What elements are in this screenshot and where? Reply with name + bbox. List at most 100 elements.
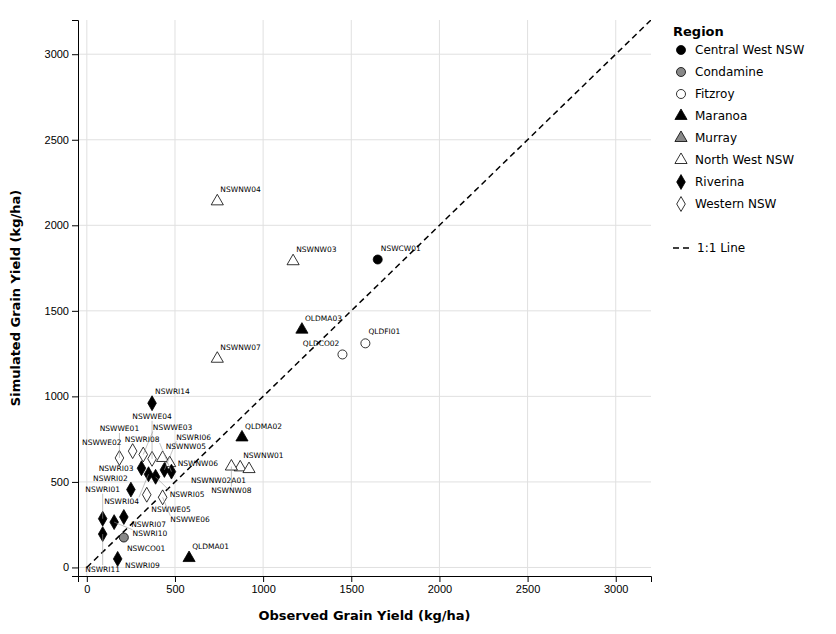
grid-line — [78, 310, 651, 311]
legend-symbol — [675, 109, 687, 120]
point — [373, 255, 382, 264]
tick: 2000 — [428, 576, 452, 595]
point — [148, 396, 157, 411]
grid-line — [78, 481, 651, 482]
point-label: NSWNW02A01 — [191, 476, 246, 485]
grid-line — [527, 20, 528, 576]
legend-item: Maranoa — [675, 109, 747, 123]
point — [128, 444, 137, 459]
tick-mark — [439, 576, 440, 582]
point-label: NSWRI14 — [155, 387, 190, 396]
point-label: NSWNW04 — [220, 185, 261, 194]
x-axis-title: Observed Grain Yield (kg/ha) — [258, 608, 470, 623]
point — [127, 482, 136, 497]
point — [211, 352, 223, 363]
tick: 2500 — [516, 576, 540, 595]
y-axis: 050010001500200025003000 — [45, 21, 79, 577]
legend-symbol — [677, 197, 686, 212]
point-label: NSWCO01 — [127, 544, 166, 553]
legend-symbol — [675, 153, 687, 164]
point-label: NSWRI11 — [85, 565, 120, 574]
legend-label: North West NSW — [695, 153, 794, 167]
x-axis: 0 500 1000 1500 2000 2500 3000 — [79, 576, 652, 595]
tick-mark — [87, 576, 88, 582]
label-leader — [156, 477, 170, 491]
y-axis-title: Simulated Grain Yield (kg/ha) — [8, 190, 23, 406]
legend-label: Central West NSW — [695, 43, 804, 57]
chart: 0500100015002000250030000500100015002000… — [0, 0, 836, 634]
legend-item: Condamine — [676, 65, 763, 79]
legend-label: Maranoa — [695, 109, 747, 123]
tick-mark — [528, 576, 529, 582]
tick-label: 1500 — [340, 583, 364, 595]
tick-label: 1000 — [251, 583, 275, 595]
tick: 2500 — [45, 134, 78, 146]
tick-label: 500 — [51, 476, 69, 488]
tick-label: 0 — [63, 561, 69, 573]
tick-label: 1500 — [45, 305, 69, 317]
point — [338, 350, 347, 359]
grid-line — [78, 567, 651, 568]
legend-label: Condamine — [695, 65, 763, 79]
tick: 1500 — [340, 576, 364, 595]
tick-mark — [72, 311, 78, 312]
point-label: NSWNW07 — [220, 343, 261, 352]
legend-item: Murray — [675, 131, 737, 145]
tick-mark — [175, 576, 176, 582]
tick: 3000 — [604, 576, 628, 595]
point-label: NSWRI09 — [125, 561, 160, 570]
tick-mark — [72, 140, 78, 141]
tick: 0 — [84, 576, 90, 595]
legend-item: Western NSW — [677, 197, 777, 212]
grid-line — [263, 20, 264, 576]
point-label: QLDCO02 — [303, 339, 340, 348]
grid — [78, 20, 651, 576]
legend-symbol — [676, 67, 685, 76]
point-label: NSWRI01 — [85, 485, 120, 494]
point-label: NSWRI04 — [104, 497, 139, 506]
point-label: NSWNW08 — [211, 486, 252, 495]
point-labels: NSWCW01NSWCO01QLDFI01QLDCO02OLDMA03QLDMA… — [82, 185, 421, 573]
legend-item: North West NSW — [675, 153, 794, 167]
tick-label: 3000 — [604, 583, 628, 595]
tick-label: 3000 — [45, 48, 69, 60]
tick: 3000 — [45, 48, 78, 60]
point-label: NSWRI07 — [131, 520, 166, 529]
legend: RegionCentral West NSWCondamineFitzroyMa… — [673, 24, 804, 255]
point-label: NSWWE06 — [170, 515, 210, 524]
tick-label: 500 — [166, 583, 184, 595]
point — [211, 194, 223, 205]
tick: 500 — [166, 576, 184, 595]
tick-mark — [72, 482, 78, 483]
point-label: NSWRI03 — [99, 464, 134, 473]
legend-label: 1:1 Line — [697, 241, 745, 255]
point — [287, 254, 299, 265]
point-label: NSWRI10 — [133, 529, 168, 538]
tick-mark — [616, 576, 617, 582]
legend-label: Riverina — [695, 175, 744, 189]
point-label: NSWNW01 — [243, 451, 284, 460]
label-leader — [102, 494, 103, 519]
legend-item: Riverina — [677, 175, 745, 190]
legend-symbol — [676, 89, 685, 98]
axis-line — [72, 21, 79, 577]
reference-line — [87, 20, 651, 567]
point-label: NSWWE03 — [153, 423, 193, 432]
tick-mark — [72, 54, 78, 55]
grid-line — [78, 54, 651, 55]
legend-item: Central West NSW — [676, 43, 804, 57]
point — [119, 533, 128, 542]
point-label: NSWRI06 — [176, 433, 211, 442]
label-leader — [114, 522, 132, 530]
point — [120, 510, 129, 525]
point — [361, 339, 370, 348]
point-label: OLDMA03 — [305, 314, 342, 323]
tick: 1000 — [251, 576, 275, 595]
tick: 0 — [63, 561, 78, 573]
point-label: NSWWE01 — [100, 424, 140, 433]
legend-label: Murray — [695, 131, 737, 145]
tick: 1000 — [45, 390, 78, 402]
point — [296, 323, 308, 334]
point — [142, 487, 151, 502]
grid-line — [615, 20, 616, 576]
